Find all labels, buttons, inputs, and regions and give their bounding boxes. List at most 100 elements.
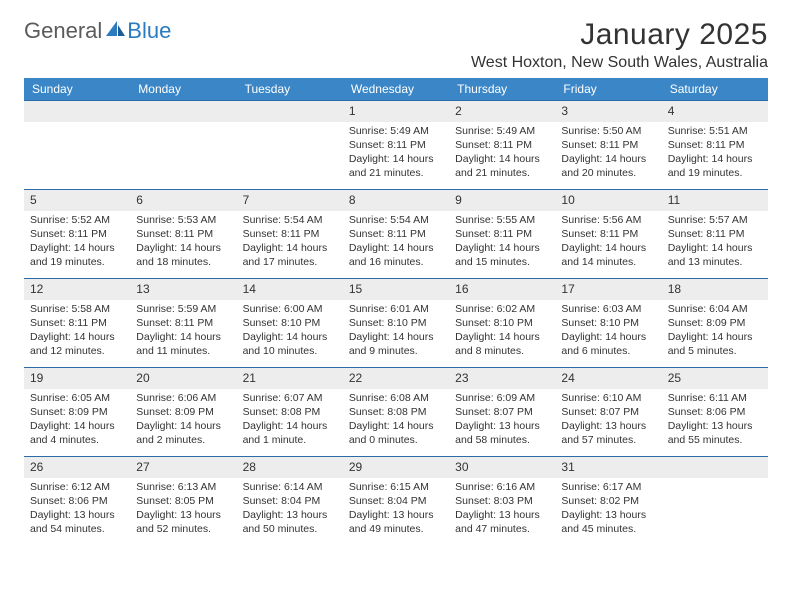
- sunset-label: Sunset:: [30, 406, 66, 418]
- sunset-line: Sunset: 8:11 PM: [668, 138, 762, 152]
- day-body: Sunrise: 6:03 AMSunset: 8:10 PMDaylight:…: [555, 300, 661, 363]
- day-cell: [130, 101, 236, 189]
- sunrise-label: Sunrise:: [561, 392, 600, 404]
- sunset-label: Sunset:: [668, 228, 704, 240]
- sunset-value: 8:11 PM: [494, 228, 532, 240]
- day-number: 9: [449, 190, 555, 211]
- daylight-label: Daylight:: [136, 509, 177, 521]
- sunrise-line: Sunrise: 6:13 AM: [136, 480, 230, 494]
- day-number: 14: [237, 279, 343, 300]
- sunset-value: 8:09 PM: [69, 406, 108, 418]
- day-cell: 11Sunrise: 5:57 AMSunset: 8:11 PMDayligh…: [662, 190, 768, 278]
- daylight-line: Daylight: 14 hours and 13 minutes.: [668, 241, 762, 269]
- daylight-label: Daylight:: [349, 420, 390, 432]
- title-block: January 2025 West Hoxton, New South Wale…: [471, 18, 768, 72]
- sunset-value: 8:10 PM: [600, 317, 639, 329]
- sunrise-value: 6:12 AM: [71, 481, 110, 493]
- sunset-value: 8:02 PM: [600, 495, 639, 507]
- daylight-line: Daylight: 14 hours and 17 minutes.: [243, 241, 337, 269]
- day-number: 21: [237, 368, 343, 389]
- sunset-line: Sunset: 8:11 PM: [30, 227, 124, 241]
- sunrise-line: Sunrise: 6:08 AM: [349, 391, 443, 405]
- day-body: Sunrise: 6:12 AMSunset: 8:06 PMDaylight:…: [24, 478, 130, 541]
- sunrise-line: Sunrise: 6:14 AM: [243, 480, 337, 494]
- sunrise-line: Sunrise: 6:02 AM: [455, 302, 549, 316]
- week-row: 19Sunrise: 6:05 AMSunset: 8:09 PMDayligh…: [24, 367, 768, 456]
- day-body: Sunrise: 5:55 AMSunset: 8:11 PMDaylight:…: [449, 211, 555, 274]
- daylight-label: Daylight:: [668, 331, 709, 343]
- sunrise-line: Sunrise: 5:53 AM: [136, 213, 230, 227]
- dayname: Friday: [555, 78, 661, 100]
- day-number: 12: [24, 279, 130, 300]
- sunrise-label: Sunrise:: [243, 303, 282, 315]
- sunset-label: Sunset:: [455, 495, 491, 507]
- sunset-value: 8:05 PM: [175, 495, 214, 507]
- day-number: 24: [555, 368, 661, 389]
- calendar-page: General Blue January 2025 West Hoxton, N…: [0, 0, 792, 545]
- sunrise-label: Sunrise:: [668, 392, 707, 404]
- daylight-label: Daylight:: [349, 509, 390, 521]
- daylight-label: Daylight:: [136, 331, 177, 343]
- sunset-value: 8:11 PM: [281, 228, 319, 240]
- daylight-label: Daylight:: [349, 331, 390, 343]
- day-cell: 13Sunrise: 5:59 AMSunset: 8:11 PMDayligh…: [130, 279, 236, 367]
- sunset-value: 8:10 PM: [494, 317, 533, 329]
- sunrise-line: Sunrise: 5:52 AM: [30, 213, 124, 227]
- day-cell: 26Sunrise: 6:12 AMSunset: 8:06 PMDayligh…: [24, 457, 130, 545]
- day-number: 15: [343, 279, 449, 300]
- daylight-label: Daylight:: [455, 509, 496, 521]
- day-cell: 5Sunrise: 5:52 AMSunset: 8:11 PMDaylight…: [24, 190, 130, 278]
- sunset-line: Sunset: 8:05 PM: [136, 494, 230, 508]
- day-body: Sunrise: 6:04 AMSunset: 8:09 PMDaylight:…: [662, 300, 768, 363]
- sunrise-line: Sunrise: 5:50 AM: [561, 124, 655, 138]
- sunrise-value: 6:10 AM: [603, 392, 642, 404]
- sunset-line: Sunset: 8:11 PM: [455, 138, 549, 152]
- sunrise-label: Sunrise:: [455, 303, 494, 315]
- sunset-label: Sunset:: [243, 406, 279, 418]
- daylight-label: Daylight:: [243, 331, 284, 343]
- day-cell: 19Sunrise: 6:05 AMSunset: 8:09 PMDayligh…: [24, 368, 130, 456]
- sunrise-line: Sunrise: 5:49 AM: [349, 124, 443, 138]
- day-cell: 23Sunrise: 6:09 AMSunset: 8:07 PMDayligh…: [449, 368, 555, 456]
- sunrise-label: Sunrise:: [136, 392, 175, 404]
- day-body: Sunrise: 6:16 AMSunset: 8:03 PMDaylight:…: [449, 478, 555, 541]
- sunrise-value: 6:01 AM: [390, 303, 429, 315]
- daylight-label: Daylight:: [30, 509, 71, 521]
- sunset-label: Sunset:: [561, 228, 597, 240]
- day-number: 6: [130, 190, 236, 211]
- week-row: 5Sunrise: 5:52 AMSunset: 8:11 PMDaylight…: [24, 189, 768, 278]
- daylight-label: Daylight:: [455, 420, 496, 432]
- sunset-label: Sunset:: [561, 317, 597, 329]
- sunrise-value: 6:00 AM: [284, 303, 323, 315]
- sunrise-line: Sunrise: 6:01 AM: [349, 302, 443, 316]
- day-body: Sunrise: 5:54 AMSunset: 8:11 PMDaylight:…: [237, 211, 343, 274]
- sunrise-line: Sunrise: 6:12 AM: [30, 480, 124, 494]
- dayname: Wednesday: [343, 78, 449, 100]
- day-number: 27: [130, 457, 236, 478]
- sunrise-line: Sunrise: 5:56 AM: [561, 213, 655, 227]
- day-body: Sunrise: 5:53 AMSunset: 8:11 PMDaylight:…: [130, 211, 236, 274]
- daylight-label: Daylight:: [30, 242, 71, 254]
- daylight-label: Daylight:: [561, 331, 602, 343]
- logo-sail-icon: [104, 19, 126, 44]
- sunset-value: 8:07 PM: [600, 406, 639, 418]
- sunrise-value: 6:06 AM: [178, 392, 217, 404]
- day-cell: 22Sunrise: 6:08 AMSunset: 8:08 PMDayligh…: [343, 368, 449, 456]
- sunrise-line: Sunrise: 6:09 AM: [455, 391, 549, 405]
- sunrise-value: 5:59 AM: [178, 303, 217, 315]
- sunrise-value: 6:05 AM: [71, 392, 110, 404]
- sunrise-label: Sunrise:: [136, 214, 175, 226]
- sunset-label: Sunset:: [30, 317, 66, 329]
- sunrise-line: Sunrise: 5:58 AM: [30, 302, 124, 316]
- sunrise-line: Sunrise: 6:03 AM: [561, 302, 655, 316]
- sunrise-label: Sunrise:: [668, 214, 707, 226]
- day-cell: [662, 457, 768, 545]
- day-cell: 6Sunrise: 5:53 AMSunset: 8:11 PMDaylight…: [130, 190, 236, 278]
- daylight-line: Daylight: 14 hours and 10 minutes.: [243, 330, 337, 358]
- sunset-line: Sunset: 8:11 PM: [349, 138, 443, 152]
- sunset-line: Sunset: 8:04 PM: [349, 494, 443, 508]
- sunrise-value: 6:08 AM: [390, 392, 429, 404]
- sunrise-label: Sunrise:: [349, 392, 388, 404]
- daylight-line: Daylight: 14 hours and 6 minutes.: [561, 330, 655, 358]
- dayname: Monday: [130, 78, 236, 100]
